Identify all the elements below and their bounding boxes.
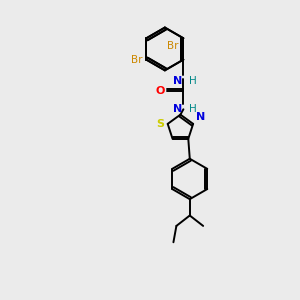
Text: Br: Br	[131, 55, 143, 64]
Text: N: N	[196, 112, 205, 122]
Text: H: H	[189, 76, 196, 86]
Text: Br: Br	[167, 41, 179, 51]
Text: S: S	[157, 119, 165, 129]
Text: H: H	[189, 104, 196, 114]
Text: O: O	[155, 86, 165, 96]
Text: N: N	[173, 104, 182, 114]
Text: N: N	[173, 76, 182, 86]
